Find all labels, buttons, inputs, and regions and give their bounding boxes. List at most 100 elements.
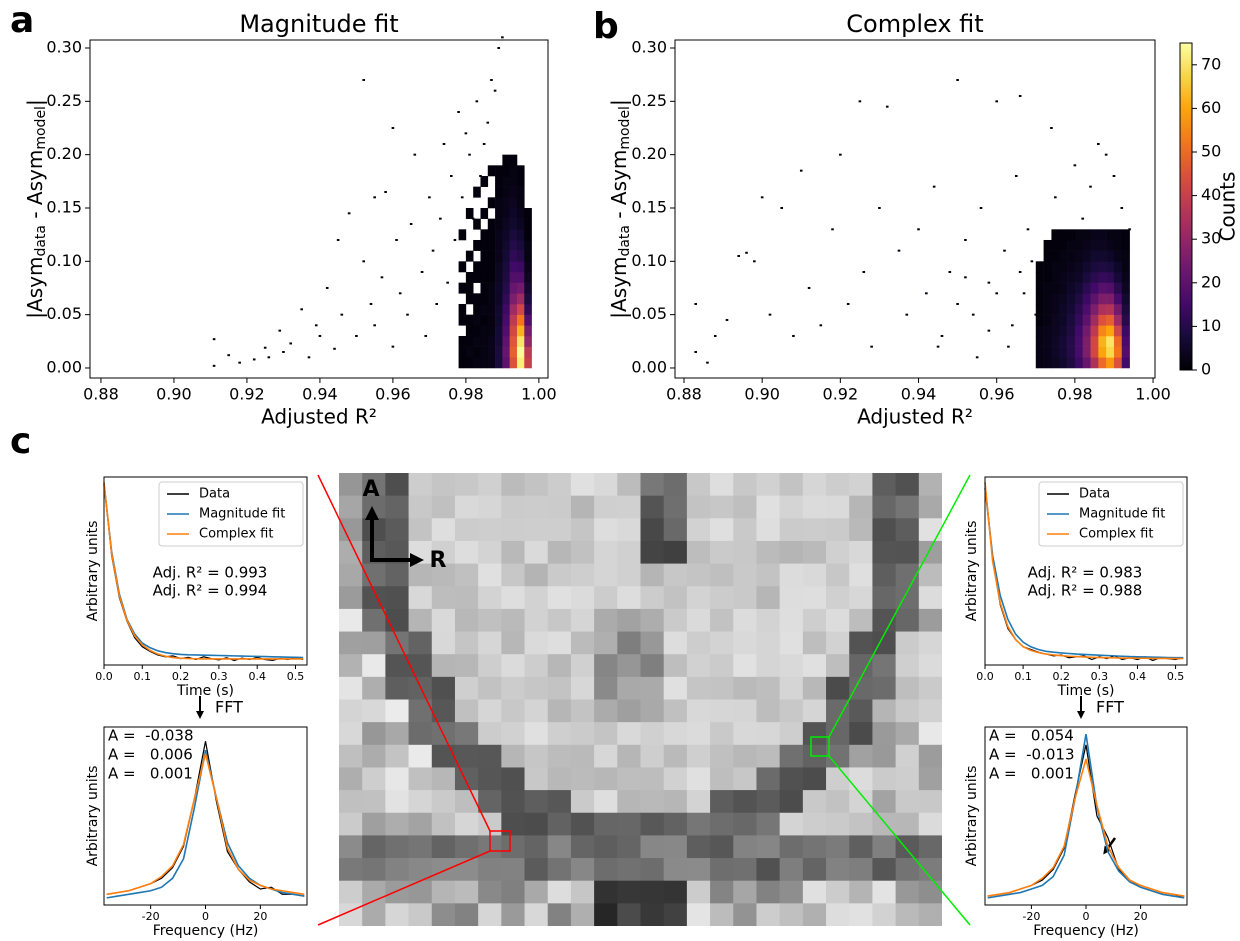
series-line xyxy=(106,753,305,896)
panel-label: a xyxy=(10,0,34,41)
image-pixel xyxy=(802,835,827,859)
image-pixel xyxy=(408,903,433,926)
histogram-cell xyxy=(1090,303,1099,315)
histogram-cell xyxy=(524,218,532,230)
histogram-cell xyxy=(524,357,532,369)
histogram-cell xyxy=(1098,229,1107,241)
image-pixel xyxy=(408,699,433,723)
image-pixel xyxy=(478,722,502,746)
histogram-cell xyxy=(289,342,293,345)
image-pixel xyxy=(385,473,410,497)
image-pixel xyxy=(431,608,456,633)
histogram-cell xyxy=(524,261,532,273)
histogram-cell xyxy=(1082,282,1091,294)
image-pixel xyxy=(849,518,874,542)
image-pixel xyxy=(849,608,874,633)
histogram-cell xyxy=(480,175,489,187)
histogram-cell xyxy=(487,357,496,369)
histogram-cell xyxy=(1082,250,1091,262)
image-pixel xyxy=(663,835,688,859)
histogram-cell xyxy=(453,238,457,241)
x-tick-label: 0.5 xyxy=(287,670,305,683)
image-pixel xyxy=(339,540,363,565)
image-pixel xyxy=(594,880,618,904)
histogram-cell xyxy=(713,334,717,337)
histogram-cell xyxy=(465,207,474,219)
image-pixel xyxy=(594,631,618,655)
histogram-cell xyxy=(487,325,496,337)
histogram-cell xyxy=(487,314,496,326)
image-pixel xyxy=(756,608,781,633)
image-pixel xyxy=(663,722,688,746)
image-pixel xyxy=(617,563,642,587)
image-pixel xyxy=(431,473,456,497)
image-pixel xyxy=(501,699,526,723)
image-pixel xyxy=(710,473,734,497)
histogram-cell xyxy=(446,281,449,284)
histogram-cell xyxy=(362,260,366,263)
histogram-cell xyxy=(1018,94,1022,97)
image-pixel xyxy=(710,812,734,836)
image-pixel xyxy=(779,812,804,836)
image-pixel xyxy=(826,722,850,746)
histogram-cell xyxy=(1106,271,1115,283)
histogram-cell xyxy=(516,282,525,294)
image-pixel xyxy=(686,495,711,519)
image-pixel xyxy=(524,790,549,814)
x-tick-label: 0.88 xyxy=(666,385,702,404)
histogram-cell xyxy=(516,271,525,283)
image-pixel xyxy=(849,812,874,836)
image-pixel xyxy=(408,812,433,836)
image-pixel xyxy=(872,586,897,610)
image-pixel xyxy=(408,744,433,769)
image-pixel xyxy=(895,722,920,746)
histogram-cell xyxy=(406,313,409,316)
image-pixel xyxy=(640,563,665,587)
histogram-cell xyxy=(524,250,532,262)
image-pixel xyxy=(547,586,572,610)
image-pixel xyxy=(617,473,642,497)
image-pixel xyxy=(663,540,688,565)
histogram-cell xyxy=(516,293,525,305)
annotation: A = 0.006 xyxy=(108,746,193,764)
histogram-cell xyxy=(1113,282,1123,294)
image-pixel xyxy=(895,699,920,723)
image-pixel xyxy=(501,880,526,904)
image-pixel xyxy=(802,473,827,497)
y-tick-label: 0.10 xyxy=(46,251,82,270)
image-pixel xyxy=(756,518,781,542)
image-pixel xyxy=(524,495,549,519)
image-pixel xyxy=(733,903,758,926)
image-pixel xyxy=(918,767,942,791)
image-pixel xyxy=(617,540,642,565)
image-pixel xyxy=(594,518,618,542)
image-pixel xyxy=(640,518,665,542)
histogram-cell xyxy=(1051,261,1060,273)
histogram-cell xyxy=(458,314,467,326)
image-pixel xyxy=(872,835,897,859)
image-pixel xyxy=(617,744,642,769)
image-pixel xyxy=(594,654,618,678)
histogram-cell xyxy=(487,250,496,262)
legend-label: Complex fit xyxy=(199,527,273,542)
histogram-cell xyxy=(509,346,518,358)
histogram-cell xyxy=(1082,303,1091,315)
image-pixel xyxy=(895,767,920,791)
y-tick-label: 0.20 xyxy=(631,144,667,163)
histogram-cell xyxy=(1067,250,1076,262)
image-pixel xyxy=(895,473,920,497)
histogram-cell xyxy=(495,303,503,315)
image-pixel xyxy=(454,608,479,633)
image-pixel xyxy=(756,699,781,723)
image-pixel xyxy=(733,676,758,701)
histogram-cell xyxy=(1074,239,1083,251)
histogram-cell xyxy=(1074,314,1083,326)
histogram-cell xyxy=(502,282,510,294)
image-pixel xyxy=(918,790,942,814)
histogram-cell xyxy=(917,228,920,231)
histogram-cell xyxy=(487,282,496,294)
histogram-cell xyxy=(480,271,489,283)
image-pixel xyxy=(547,699,572,723)
image-pixel xyxy=(385,676,410,701)
image-pixel xyxy=(663,767,688,791)
